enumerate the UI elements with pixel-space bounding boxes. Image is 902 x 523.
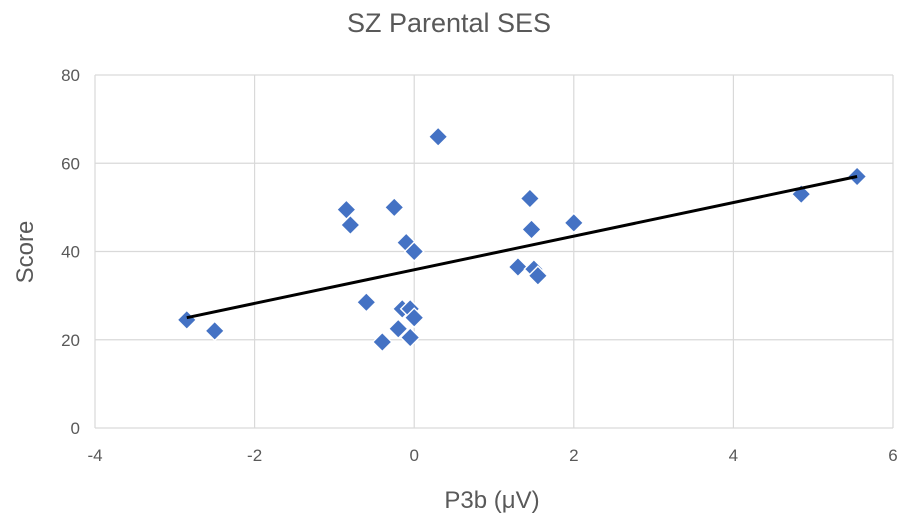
data-point-marker xyxy=(335,199,357,221)
data-points xyxy=(176,126,868,353)
x-tick-label: 6 xyxy=(888,446,897,465)
x-tick-label: 4 xyxy=(729,446,738,465)
data-point-marker xyxy=(204,320,226,342)
data-point-marker xyxy=(521,218,542,240)
chart-title: SZ Parental SES xyxy=(347,8,551,38)
x-tick-label: 2 xyxy=(569,446,578,465)
y-axis-label: Score xyxy=(12,221,39,284)
y-tick-labels: 0 20 40 60 80 xyxy=(61,66,80,438)
trendline xyxy=(186,175,858,320)
y-tick-label: 80 xyxy=(61,66,80,85)
x-tick-label: -2 xyxy=(247,446,262,465)
data-point-marker xyxy=(371,331,393,353)
y-tick-label: 40 xyxy=(61,243,80,262)
y-tick-label: 20 xyxy=(61,331,80,350)
data-point-marker xyxy=(427,126,449,148)
x-gridlines xyxy=(94,75,894,428)
data-point-marker xyxy=(399,327,421,349)
x-axis-label: P3b (μV) xyxy=(444,487,539,514)
y-tick-label: 0 xyxy=(71,419,80,438)
data-point-marker xyxy=(387,318,409,340)
y-tick-label: 60 xyxy=(61,154,80,173)
data-point-marker xyxy=(339,214,361,236)
x-tick-labels: -4 -2 0 2 4 6 xyxy=(87,446,897,465)
x-tick-label: -4 xyxy=(87,446,102,465)
data-point-marker xyxy=(355,291,377,313)
data-point-marker xyxy=(403,307,425,329)
data-point-marker xyxy=(383,196,405,218)
data-point-marker xyxy=(519,188,541,210)
data-point-marker xyxy=(507,256,529,278)
data-point-marker xyxy=(176,309,198,331)
data-point-marker xyxy=(563,212,585,234)
x-tick-label: 0 xyxy=(409,446,418,465)
data-point-marker xyxy=(527,265,549,287)
data-point-marker xyxy=(403,241,425,262)
